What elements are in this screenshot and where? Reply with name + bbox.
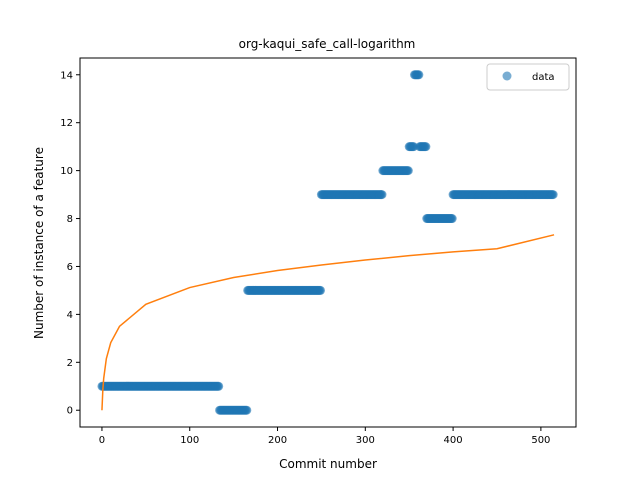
y-tick-label: 12 <box>60 118 73 129</box>
legend-label-data: data <box>532 72 555 83</box>
x-tick-label: 200 <box>268 435 287 446</box>
data-point <box>409 142 419 152</box>
data-point <box>242 405 252 415</box>
x-tick-label: 0 <box>99 435 105 446</box>
fit-line <box>101 234 555 411</box>
y-tick-label: 14 <box>60 70 73 81</box>
legend-marker-data <box>502 71 512 81</box>
y-tick-label: 6 <box>67 262 73 273</box>
data-point <box>316 285 326 295</box>
x-tick-label: 100 <box>180 435 199 446</box>
data-point <box>421 142 431 152</box>
data-point <box>214 381 224 391</box>
y-tick-label: 8 <box>67 214 73 225</box>
chart-title: org-kaqui_safe_call-logarithm <box>239 37 416 51</box>
data-point <box>447 214 457 224</box>
data-point <box>377 190 387 200</box>
data-point <box>414 70 424 80</box>
x-tick-label: 500 <box>531 435 550 446</box>
y-tick-label: 10 <box>60 166 73 177</box>
data-point <box>548 190 558 200</box>
axes-frame <box>79 57 577 428</box>
legend: data <box>486 63 570 91</box>
x-axis-label: Commit number <box>279 457 377 471</box>
x-tick-label: 400 <box>444 435 463 446</box>
data-point <box>403 166 413 176</box>
y-axis-label: Number of instance of a feature <box>32 147 46 339</box>
plot-area: 0 100 200 300 400 500 0 2 4 6 8 10 12 14 <box>60 57 577 446</box>
y-tick-label: 0 <box>67 406 73 417</box>
x-tick-label: 300 <box>356 435 375 446</box>
legend-frame <box>486 63 570 91</box>
y-tick-label: 4 <box>67 310 73 321</box>
y-tick-label: 2 <box>67 358 73 369</box>
